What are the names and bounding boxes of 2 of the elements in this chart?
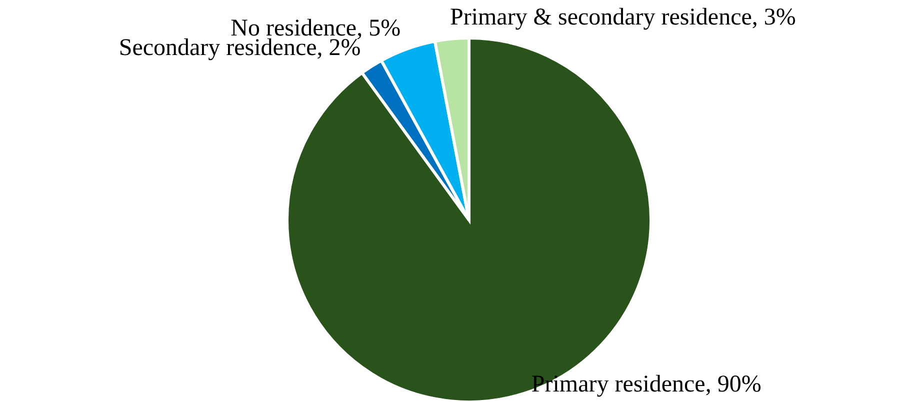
slice-label: Primary residence, 90% — [531, 372, 762, 398]
slice-label: Primary & secondary residence, 3% — [450, 4, 796, 30]
